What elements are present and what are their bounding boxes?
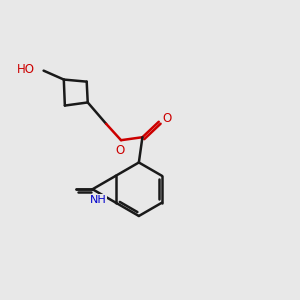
Text: NH: NH — [89, 195, 106, 205]
Text: HO: HO — [17, 63, 35, 76]
Text: O: O — [115, 144, 124, 157]
Text: O: O — [163, 112, 172, 125]
